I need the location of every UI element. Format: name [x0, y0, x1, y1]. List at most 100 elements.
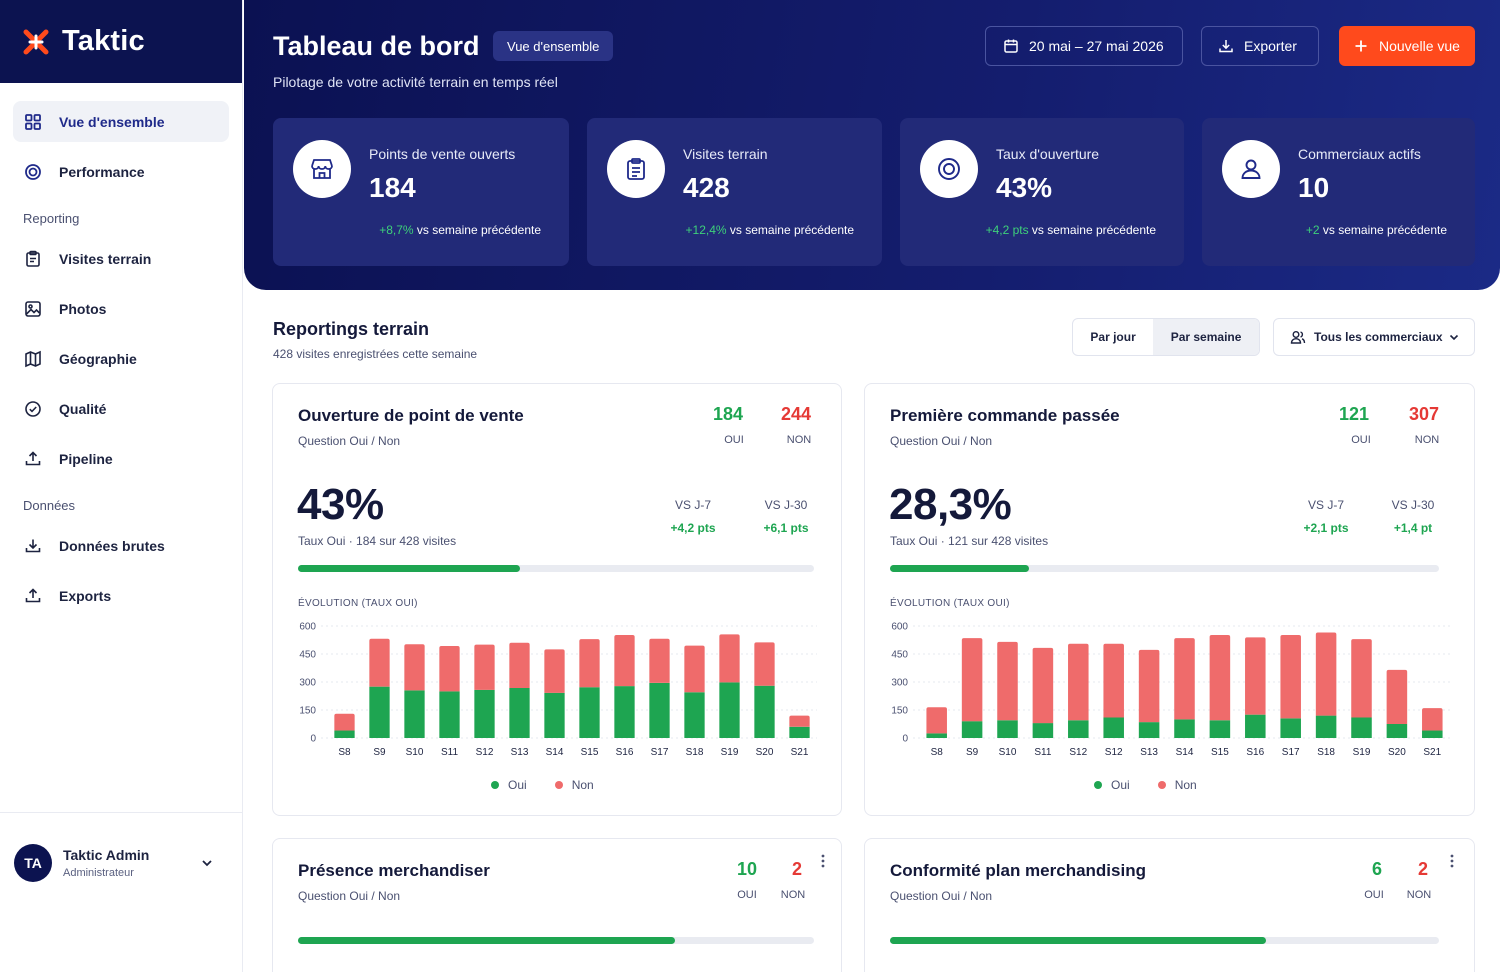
- download-icon: [24, 537, 42, 555]
- bar-no: [1209, 634, 1231, 721]
- kpi-value: 43%: [996, 172, 1053, 203]
- question-card: Ouverture de point de vente Question Oui…: [272, 383, 842, 816]
- kpi-delta: +4,2 pts vs semaine précédente: [986, 223, 1156, 237]
- user-icon: [1222, 140, 1280, 198]
- kpi-delta-text: vs semaine précédente: [726, 223, 854, 237]
- bar-no: [579, 639, 600, 688]
- sidebar-item-qualite[interactable]: Qualité: [13, 388, 229, 429]
- y-tick-label: 450: [299, 650, 316, 661]
- more-options-icon[interactable]: [1450, 853, 1454, 869]
- bar-yes: [1068, 720, 1089, 738]
- bar-yes: [684, 692, 705, 738]
- legend-dot-no: [554, 781, 563, 789]
- x-tick-label: S11: [441, 747, 458, 758]
- bar-no: [1245, 637, 1266, 715]
- progress-fill: [298, 565, 520, 572]
- sidebar-item-label: Vue d'ensemble: [59, 113, 165, 130]
- section-subtitle: 428 visites enregistrées cette semaine: [273, 347, 478, 361]
- more-options-icon[interactable]: [821, 853, 825, 869]
- no-count: 244: [780, 404, 812, 424]
- x-tick-label: S15: [581, 747, 599, 758]
- kpi-delta-text: vs semaine précédente: [1319, 223, 1447, 237]
- x-tick-label: S11: [1034, 747, 1051, 758]
- page-subtitle: Pilotage de votre activité terrain en te…: [273, 74, 558, 90]
- kpi-card: Points de vente ouverts 184 +8,7% vs sem…: [273, 118, 569, 266]
- card-title: Présence merchandiser: [298, 861, 490, 880]
- brand-header[interactable]: Taktic: [0, 0, 242, 83]
- export-button[interactable]: Exporter: [1201, 26, 1319, 66]
- chart-legend: Oui Non: [491, 778, 594, 792]
- taktic-logo-icon: [22, 28, 50, 56]
- card-subtitle: Question Oui / Non: [298, 889, 401, 903]
- sidebar-item-pipeline[interactable]: Pipeline: [13, 438, 229, 479]
- bar-no: [1422, 708, 1443, 731]
- bar-yes: [544, 692, 565, 738]
- y-tick-label: 0: [902, 734, 908, 745]
- bar-yes: [579, 687, 600, 738]
- bar-yes: [1032, 723, 1054, 738]
- no-label: NON: [1406, 889, 1432, 901]
- kpi-delta-text: vs semaine précédente: [1028, 223, 1156, 237]
- bar-yes: [1422, 730, 1443, 738]
- bar-yes: [439, 691, 460, 738]
- question-card: Conformité plan merchandising Question O…: [864, 838, 1475, 972]
- x-tick-label: S19: [1353, 747, 1371, 758]
- store-icon: [293, 140, 351, 198]
- upload-icon: [24, 450, 42, 468]
- bar-no: [754, 642, 775, 686]
- period-week-button[interactable]: Par semaine: [1153, 319, 1259, 355]
- kpi-delta-value: +8,7%: [379, 223, 414, 237]
- sidebar-item-exports[interactable]: Exports: [13, 575, 229, 616]
- sidebar-item-geographie[interactable]: Géographie: [13, 338, 229, 379]
- sidebar-item-donnees-brutes[interactable]: Données brutes: [13, 525, 229, 566]
- sidebar-item-vue-ensemble[interactable]: Vue d'ensemble: [13, 101, 229, 142]
- check-circle-icon: [24, 400, 42, 418]
- x-tick-label: S14: [1176, 747, 1194, 758]
- new-view-label: Nouvelle vue: [1379, 38, 1460, 54]
- bar-no: [1174, 638, 1195, 720]
- x-tick-label: S17: [1282, 747, 1300, 758]
- no-count: 2: [1417, 859, 1428, 879]
- bar-yes: [614, 686, 635, 738]
- yes-label: OUI: [724, 434, 744, 446]
- yes-count: 10: [736, 859, 758, 879]
- user-menu[interactable]: TA Taktic Admin Administrateur: [0, 812, 243, 972]
- x-tick-label: S16: [1246, 747, 1264, 758]
- bar-no: [1068, 643, 1089, 721]
- compare-label: VS J-7: [1307, 498, 1344, 512]
- view-chip[interactable]: Vue d'ensemble: [493, 31, 614, 61]
- sidebar-item-visites[interactable]: Visites terrain: [13, 238, 229, 279]
- sidebar-item-photos[interactable]: Photos: [13, 288, 229, 329]
- card-title: Ouverture de point de vente: [298, 406, 524, 425]
- dashboard-header: Tableau de bord Vue d'ensemble Pilotage …: [244, 0, 1500, 290]
- x-tick-label: S14: [546, 747, 564, 758]
- card-subtitle: Question Oui / Non: [890, 889, 993, 903]
- bar-no: [926, 707, 947, 734]
- period-day-button[interactable]: Par jour: [1090, 330, 1136, 344]
- y-tick-label: 300: [299, 678, 316, 689]
- section-title: Reportings terrain: [273, 319, 430, 339]
- yes-progress-bar: [298, 565, 814, 572]
- evolution-chart: 0 150 300 450 600 S8 S9 S10 S11 S12 S13 S14 S15 S16 S1…: [299, 622, 817, 758]
- bar-yes: [719, 682, 740, 738]
- kpi-delta-value: +4,2 pts: [985, 223, 1029, 237]
- x-tick-label: S13: [511, 747, 529, 758]
- sidebar-item-performance[interactable]: Performance: [13, 151, 229, 192]
- kpi-delta-text: vs semaine précédente: [413, 223, 541, 237]
- sidebar-item-label: Photos: [59, 300, 107, 317]
- download-icon: [1219, 40, 1233, 53]
- sales-rep-filter[interactable]: Tous les commerciaux: [1273, 318, 1475, 356]
- kpi-label: Visites terrain: [683, 146, 768, 162]
- progress-fill: [890, 937, 1267, 944]
- chevron-down-icon[interactable]: [200, 856, 214, 870]
- new-view-button[interactable]: Nouvelle vue: [1339, 26, 1475, 66]
- x-tick-label: S20: [1388, 747, 1406, 758]
- chevron-down-icon: [1449, 334, 1459, 341]
- yes-label: OUI: [1351, 434, 1371, 446]
- grid-icon: [24, 113, 42, 131]
- date-range-button[interactable]: 20 mai – 27 mai 2026: [985, 26, 1183, 66]
- kpi-delta: +8,7% vs semaine précédente: [379, 223, 541, 237]
- page-title: Tableau de bord: [273, 31, 480, 61]
- bar-yes: [474, 689, 495, 738]
- y-tick-label: 300: [891, 678, 908, 689]
